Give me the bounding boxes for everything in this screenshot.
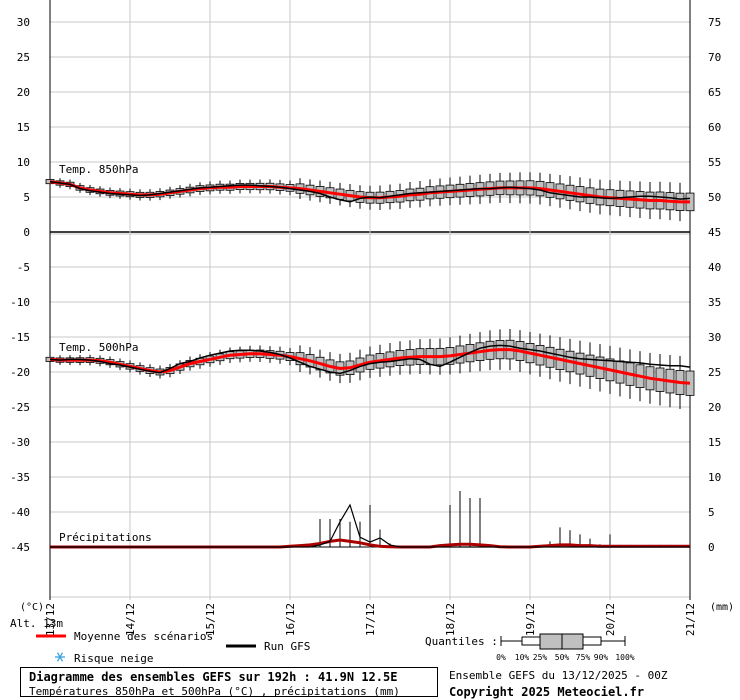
unit-left: (°C) [20, 602, 44, 613]
tick-label-left: -30 [10, 436, 30, 449]
tick-label-right: 0 [708, 541, 715, 554]
tick-label-right: 30 [708, 331, 721, 344]
snowflake-icon [55, 652, 65, 662]
tick-label-date: 20/12 [604, 603, 617, 636]
quantile-mark: 90% [594, 653, 609, 662]
tick-label-date: 15/12 [204, 603, 217, 636]
footer-title-box: Diagramme des ensembles GEFS sur 192h : … [20, 667, 438, 698]
gfs-line-precip [50, 503, 690, 548]
tick-label-left: -45 [10, 541, 30, 554]
tick-label-left: -5 [17, 261, 30, 274]
tick-label-date: 18/12 [444, 603, 457, 636]
label-precip: Précipitations [59, 531, 152, 544]
tick-label-left: 30 [17, 16, 30, 29]
quantile-marks: 0% 10% 25% 50% 75% 90% 100% [496, 653, 635, 662]
footer-run: Ensemble GEFS du 13/12/2025 - 00Z [449, 669, 668, 682]
tick-label-right: 75 [708, 16, 721, 29]
tick-label-right: 55 [708, 156, 721, 169]
quantile-mark: 75% [576, 653, 591, 662]
tick-label-left: -25 [10, 401, 30, 414]
legend-quantiles-label: Quantiles : [425, 635, 498, 648]
tick-label-right: 45 [708, 226, 721, 239]
tick-label-left: -20 [10, 366, 30, 379]
gfs-line-500 [49, 344, 691, 375]
quantile-mark: 50% [555, 653, 570, 662]
line-series [49, 180, 691, 549]
quantile-mark: 25% [533, 653, 548, 662]
tick-label-right: 10 [708, 471, 721, 484]
tick-label-left: 0 [23, 226, 30, 239]
tick-label-right: 20 [708, 401, 721, 414]
footer-title: Diagramme des ensembles GEFS sur 192h : … [29, 670, 398, 684]
quantile-mark: 10% [515, 653, 530, 662]
tick-label-date: 17/12 [364, 603, 377, 636]
tick-label-left: -15 [10, 331, 30, 344]
tick-label-date: 21/12 [684, 603, 697, 636]
legend-gfs-label: Run GFS [264, 640, 310, 653]
precip-series [319, 491, 691, 547]
tick-label-left: 25 [17, 51, 30, 64]
quantile-mark: 0% [496, 653, 506, 662]
altitude-label: Alt. 13m [10, 617, 63, 630]
tick-label-right: 65 [708, 86, 721, 99]
tick-label-right: 5 [708, 506, 715, 519]
gfs-line-850 [49, 180, 691, 203]
tick-label-date: 16/12 [284, 603, 297, 636]
tick-label-left: 15 [17, 121, 30, 134]
tick-label-right: 15 [708, 436, 721, 449]
tick-label-right: 60 [708, 121, 721, 134]
legend-snow-label: Risque neige [74, 652, 153, 665]
unit-right: (mm) [710, 602, 734, 613]
tick-label-left: 10 [17, 156, 30, 169]
tick-label-left: 5 [23, 191, 30, 204]
tick-label-right: 35 [708, 296, 721, 309]
tick-label-left: -10 [10, 296, 30, 309]
label-temp500: Temp. 500hPa [59, 341, 138, 354]
legend-mean-label: Moyenne des scénarios [74, 630, 213, 643]
tick-label-date: 14/12 [124, 603, 137, 636]
tick-label-left: 20 [17, 86, 30, 99]
footer-subtitle: Températures 850hPa et 500hPa (°C) , pré… [29, 685, 400, 698]
quantile-mark: 100% [615, 653, 634, 662]
tick-label-left: -40 [10, 506, 30, 519]
tick-label-right: 25 [708, 366, 721, 379]
tick-label-right: 50 [708, 191, 721, 204]
label-temp850: Temp. 850hPa [59, 163, 138, 176]
footer-copyright: Copyright 2025 Meteociel.fr [449, 685, 645, 699]
quantile-box-icon [500, 633, 626, 650]
tick-label-right: 70 [708, 51, 721, 64]
tick-label-right: 40 [708, 261, 721, 274]
tick-label-date: 19/12 [524, 603, 537, 636]
tick-label-date: 13/12 [44, 603, 57, 636]
tick-label-left: -35 [10, 471, 30, 484]
